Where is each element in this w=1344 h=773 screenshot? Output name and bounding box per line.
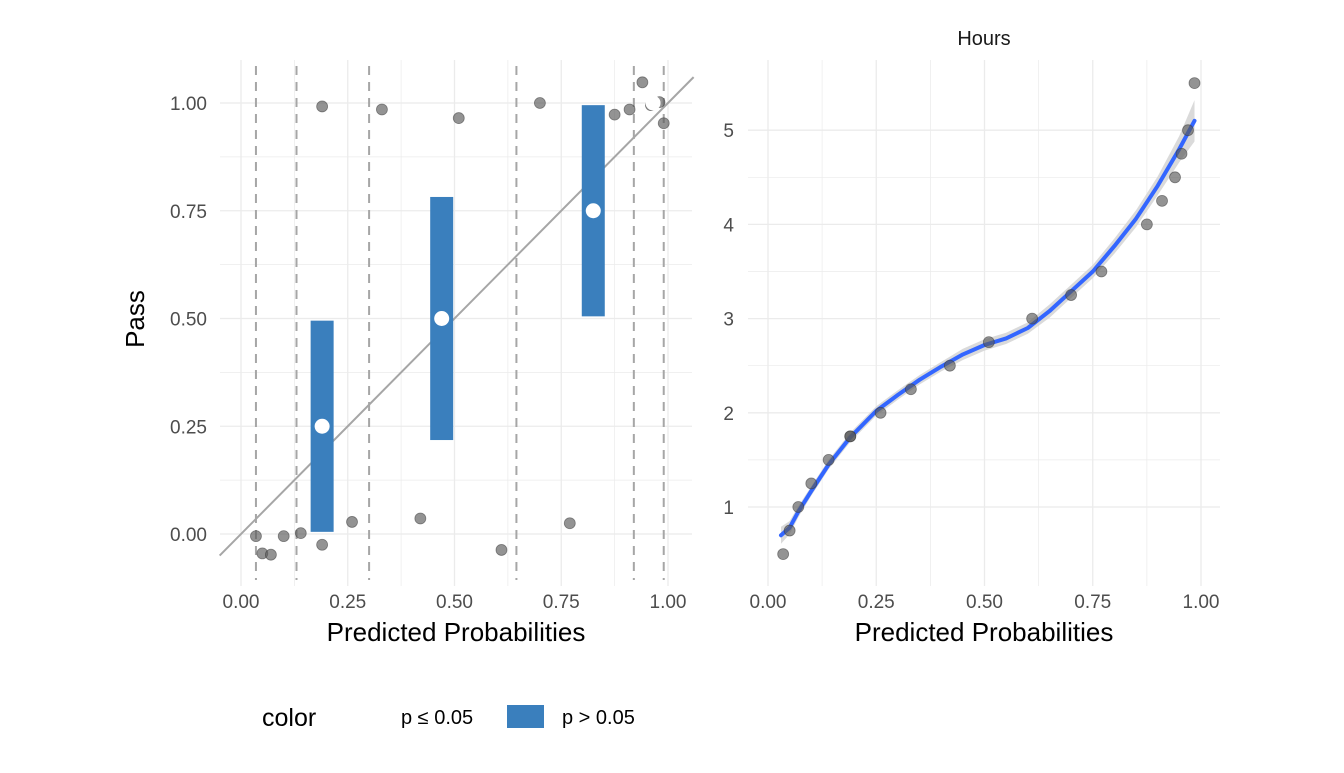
right-y-tick-label: 3 [723, 310, 734, 331]
left-x-axis-title: Predicted Probabilities [327, 617, 586, 647]
hours-data-point [805, 477, 818, 490]
left-x-tick-label: 0.75 [543, 592, 580, 613]
legend-title: color [262, 704, 316, 732]
left-y-tick-label: 0.00 [170, 525, 207, 546]
observed-point [563, 517, 576, 530]
hours-data-point [1175, 147, 1188, 160]
left-x-tick-label: 0.25 [329, 592, 366, 613]
legend: color p ≤ 0.05 p > 0.05 [262, 704, 635, 732]
hours-data-point [1169, 171, 1181, 184]
observed-point [452, 112, 465, 124]
right-panel-title: Hours [957, 28, 1010, 50]
right-y-tick-label: 5 [723, 121, 734, 142]
right-x-tick-label: 1.00 [1183, 592, 1220, 613]
observed-point [495, 544, 508, 556]
observed-point [414, 512, 427, 525]
observed-point [294, 527, 307, 540]
hours-data-point [1156, 194, 1168, 207]
hours-data-point [943, 359, 956, 372]
observed-point [623, 103, 636, 116]
hours-data-point [1095, 265, 1108, 278]
hours-data-point [1026, 312, 1039, 325]
observed-point [608, 108, 621, 121]
observed-point [250, 530, 262, 543]
observed-point [534, 97, 546, 109]
hours-data-point [1182, 124, 1194, 137]
hours-data-point [874, 406, 887, 419]
hours-data-point [982, 336, 995, 349]
bin-mean-point [434, 311, 450, 326]
hours-data-point [904, 383, 917, 396]
left-x-tick-label: 1.00 [650, 592, 687, 613]
observed-point [316, 100, 329, 113]
left-y-tick-label: 1.00 [170, 94, 207, 115]
hours-data-point [822, 453, 835, 466]
left-panel: 0.00 0.25 0.50 0.75 1.00 0.00 0.25 0.50 0.75 1.00 [170, 60, 695, 613]
smooth-confidence-band [781, 100, 1195, 544]
observed-point [376, 103, 388, 116]
legend-label-not-significant: p > 0.05 [562, 707, 635, 729]
hours-data-point [783, 524, 796, 537]
observed-point [346, 516, 358, 528]
hours-data-point [1065, 289, 1077, 301]
reference-diagonal-line [218, 76, 695, 557]
right-x-tick-label: 0.50 [966, 592, 1003, 613]
observed-point [264, 548, 277, 561]
hours-data-point [792, 501, 805, 513]
left-x-tick-label: 0.50 [436, 592, 473, 613]
right-y-tick-label: 4 [723, 215, 734, 236]
smooth-trend-line [779, 118, 1197, 538]
hours-data-point [777, 548, 790, 560]
left-y-tick-label: 0.25 [170, 417, 207, 438]
left-y-axis-title: Pass [120, 290, 150, 348]
observed-point [657, 117, 670, 130]
observed-point [316, 538, 329, 551]
right-x-tick-label: 0.25 [858, 592, 895, 613]
bin-mean-point [585, 203, 601, 219]
hours-data-point [1140, 218, 1153, 231]
right-x-tick-label: 0.75 [1074, 592, 1111, 613]
legend-swatch-not-significant [507, 705, 544, 728]
left-y-tick-label: 0.75 [170, 202, 207, 223]
right-x-tick-label: 0.00 [750, 592, 787, 613]
right-y-tick-label: 1 [723, 498, 734, 519]
bin-mean-point [314, 418, 330, 434]
right-panel: 0.00 0.25 0.50 0.75 1.00 1 2 3 4 5 [723, 60, 1220, 613]
hours-data-point [844, 430, 857, 443]
observed-point [277, 530, 290, 543]
bin-mean-point [645, 95, 661, 111]
left-y-tick-label: 0.50 [170, 310, 207, 331]
legend-label-significant: p ≤ 0.05 [401, 707, 473, 729]
left-x-tick-label: 0.00 [223, 592, 260, 613]
hours-data-point [1188, 77, 1201, 89]
right-x-axis-title: Predicted Probabilities [855, 617, 1114, 647]
right-y-tick-label: 2 [723, 404, 734, 425]
observed-point [636, 76, 649, 89]
